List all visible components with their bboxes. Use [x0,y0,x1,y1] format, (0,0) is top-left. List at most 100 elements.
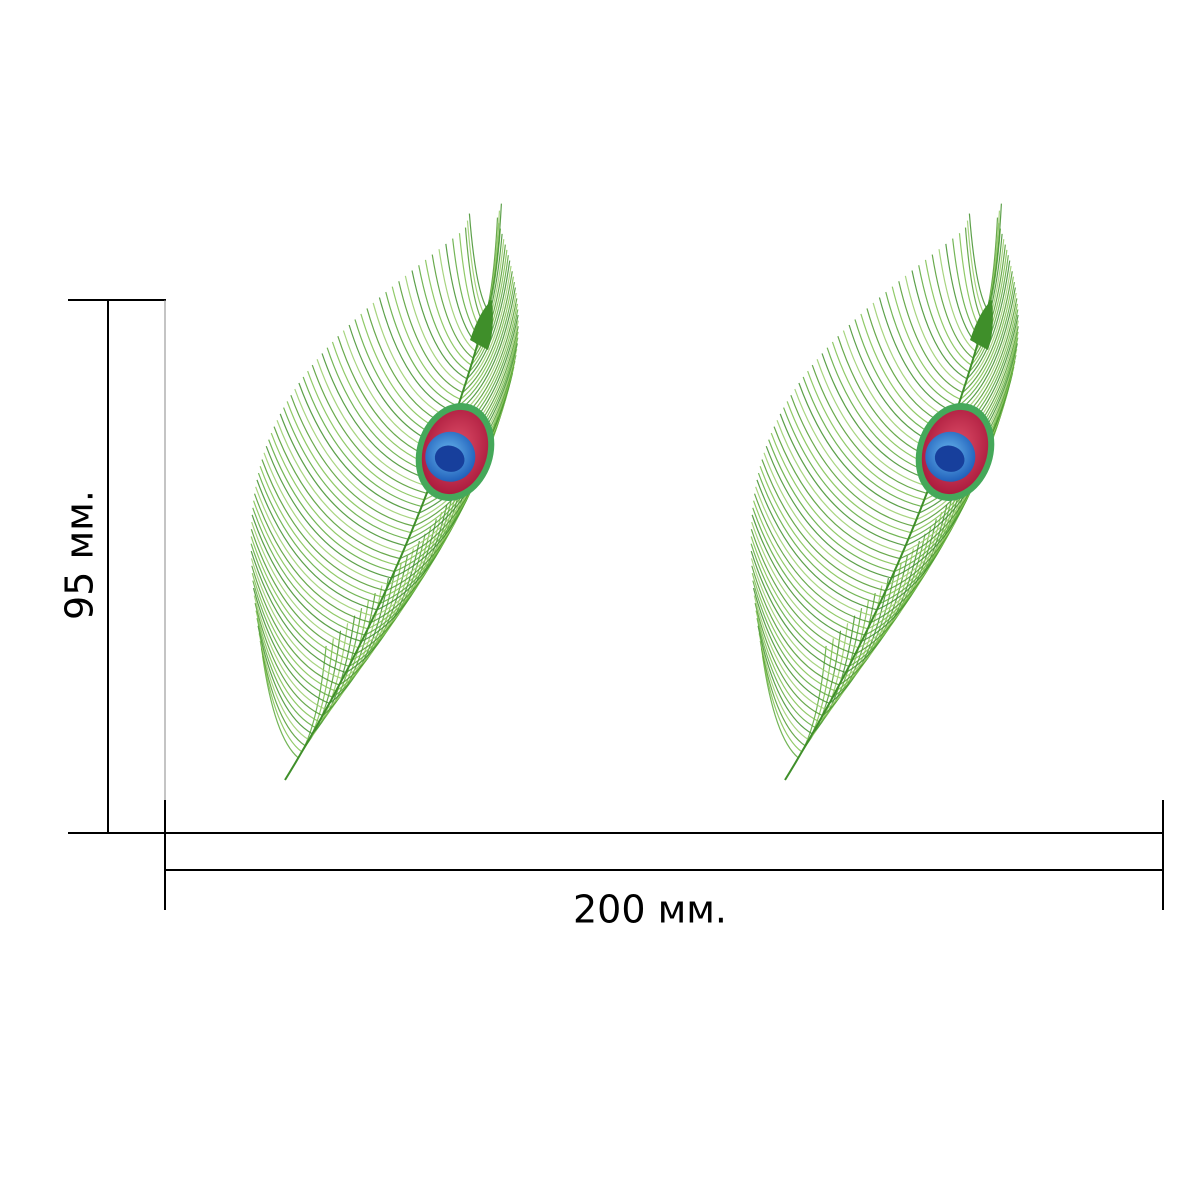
feather-barb [931,254,974,359]
feather-barb [773,426,901,560]
feather-barb [968,255,1009,373]
feather-barb [756,479,878,611]
feather-tip [970,300,993,350]
feather-barb [252,500,368,630]
feather-barb [294,388,417,521]
height-dimension: 95 мм. [58,299,166,834]
feather-barb [263,452,389,585]
feather-barb [276,420,403,553]
feather-barb [970,249,1008,366]
feather-barb [957,281,1016,407]
feather-barb [821,353,933,481]
feather-barb [750,558,843,680]
feather-barb [290,394,414,527]
feather-barb [262,655,299,759]
feather-barb [315,608,363,729]
feather-barb [256,618,317,729]
feather-barb [807,370,925,501]
feather-barb [761,459,886,592]
feather-barb [878,297,957,414]
feather-illustration [750,203,1019,781]
feather-barb [250,543,350,667]
feather-barb [755,486,875,617]
feather-barb [251,521,359,649]
feather-barb [286,401,412,534]
feather-barb [756,618,817,729]
feather-barb [911,270,968,380]
feather-barb [798,382,920,514]
feather-barb [964,265,1012,387]
feather-barb [750,529,856,655]
feather-barb [768,439,895,573]
feather-barb [431,254,474,359]
feather-barb [750,543,850,667]
feather-barb [398,281,463,394]
feather-barb [438,249,476,352]
feather-barb [750,550,846,674]
feather-barb [962,271,1013,394]
feather-barb [318,600,370,723]
feather-barb [818,600,870,723]
feather-barb [815,608,863,729]
feather-barb [760,648,803,753]
width-label: 200 мм. [573,888,727,932]
feather-barb [960,276,1014,400]
feather-barb [254,602,323,717]
feather-barb [794,388,917,521]
feather-barb [752,507,865,636]
feather-barb [757,472,881,605]
feather-barb [321,353,433,481]
feather-barb [968,213,988,310]
feather-barb [259,640,306,747]
feather-barb [758,633,810,741]
width-dimension: 200 мм. [164,800,1164,932]
feather-barb [298,382,420,514]
feather-barb [829,577,890,704]
feather-barb [750,536,853,661]
feather-barb [250,529,356,655]
feather-barb [268,439,395,573]
feather-barb [759,640,806,747]
feather-barb [468,255,509,373]
feather-barb [252,580,333,698]
feather-barb [762,655,799,759]
feather-barb [752,500,868,630]
feather-barb [783,407,909,540]
feather-barb [258,633,310,741]
feather-barb [391,286,461,400]
feather-barb [329,577,390,704]
feather-shaft [784,299,991,781]
feather-barb [753,493,872,624]
feather-barb [802,376,922,508]
feather-barb [808,623,849,741]
feather-barb [752,580,833,698]
feather-barb [307,370,425,501]
feather-barb [460,276,514,400]
feather-barb [411,270,468,380]
feather-barb [811,364,927,494]
feather-barb [302,376,422,508]
feather-barb [457,281,516,407]
feather-barb [261,459,386,592]
feather-barb [256,479,378,611]
eye-pupil [434,445,465,472]
feather-barb [757,625,813,735]
feather-barb [753,595,827,711]
feather-barb [751,514,862,642]
feather-barb [283,407,409,540]
feather-barb [273,426,401,560]
feather-barb [470,249,508,366]
feather-barb [751,572,837,692]
feather-barb [885,291,959,407]
feather-barb [891,286,961,400]
feather-barb [765,445,892,579]
feather-barb [786,401,912,534]
feather-barb [751,565,840,686]
feather-eye [415,403,495,501]
feather-barb [311,364,427,494]
feather-barb [378,297,457,414]
feather-barb [255,610,320,723]
feather-barb [466,260,511,380]
